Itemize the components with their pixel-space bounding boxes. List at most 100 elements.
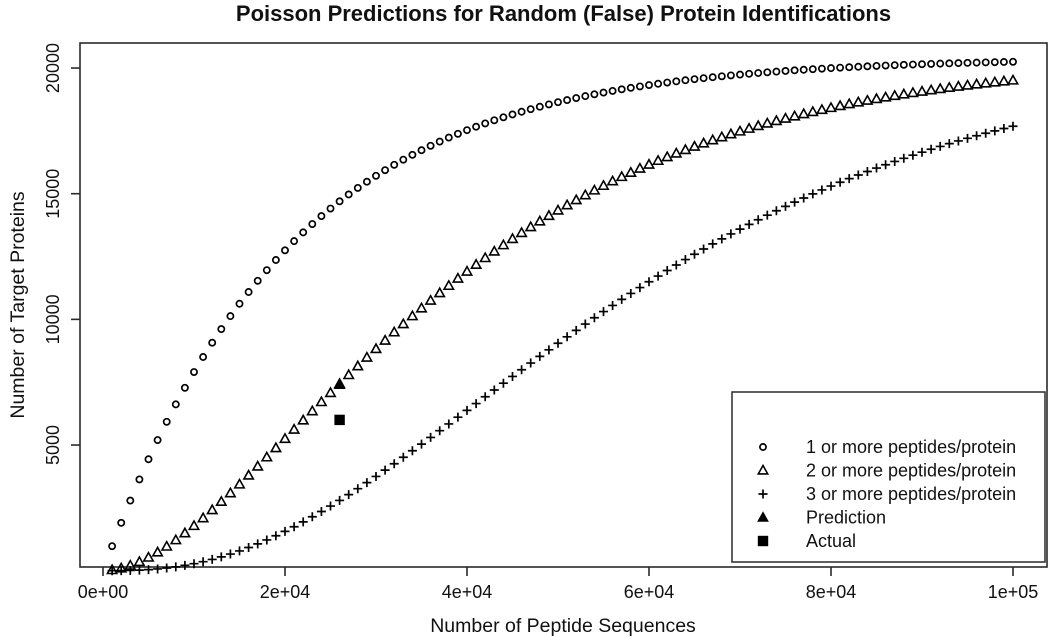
chart-title: Poisson Predictions for Random (False) P… [235, 1, 892, 26]
legend-item-label: Prediction [806, 508, 886, 528]
series-point [554, 98, 562, 107]
series-point [180, 560, 190, 570]
series-point [908, 60, 917, 69]
series-point [662, 265, 672, 275]
series-point [972, 58, 981, 67]
series-point [406, 309, 419, 321]
series-point [581, 92, 590, 101]
series-point [271, 531, 281, 541]
series-point [233, 477, 246, 489]
series-point [380, 465, 390, 475]
series-point [572, 94, 581, 103]
x-tick-label: 4e+04 [442, 582, 493, 602]
series-point [125, 565, 135, 575]
series-point [590, 90, 599, 99]
series-point [579, 188, 592, 200]
series-point [881, 61, 890, 70]
series-point [927, 59, 936, 68]
series-point [472, 122, 481, 131]
series-point [771, 206, 781, 216]
series-point [934, 82, 947, 94]
series-point [872, 61, 881, 70]
series-point [453, 129, 462, 138]
series-point [535, 102, 544, 111]
series-point [999, 58, 1008, 66]
series-point [836, 63, 845, 72]
series-point [435, 137, 444, 146]
y-tick-label: 20000 [43, 43, 63, 93]
series-point [571, 325, 581, 335]
series-point [308, 220, 317, 228]
series-point [144, 455, 153, 464]
series-point [160, 539, 173, 551]
series-point [944, 139, 954, 149]
series-point [372, 171, 380, 180]
series-point [281, 246, 289, 255]
series-point [615, 170, 628, 182]
series-point [307, 512, 317, 522]
series-point [589, 313, 599, 323]
series-point [462, 405, 472, 415]
series-point [653, 271, 663, 281]
series-point [654, 79, 663, 88]
series-point [845, 63, 854, 72]
series-point [817, 185, 827, 195]
series-point [963, 58, 972, 67]
series-point [169, 533, 182, 545]
series-point [863, 62, 872, 71]
series-point [897, 87, 910, 99]
x-tick-label: 0e+00 [78, 582, 129, 602]
series-point [451, 272, 464, 283]
series-point [369, 342, 383, 354]
series-point [360, 350, 373, 362]
legend-marker-open-triangle [756, 463, 770, 475]
series-point [342, 368, 355, 380]
series-point [433, 286, 446, 298]
legend-item-label: 1 or more peptides/protein [806, 437, 1016, 457]
series-point [335, 495, 345, 505]
series-point [899, 60, 908, 69]
series-point [870, 92, 883, 104]
series-point [224, 486, 237, 498]
series-point [953, 136, 963, 146]
series-point [453, 412, 463, 422]
highlight-points [333, 378, 346, 426]
series-point [171, 562, 181, 572]
series-point [117, 518, 126, 527]
series-point [972, 131, 982, 141]
series-point [642, 158, 656, 169]
series-point [717, 72, 726, 81]
legend: 1 or more peptides/protein 2 or more pept… [731, 391, 1046, 563]
series-point [426, 432, 436, 442]
x-tick-label: 6e+04 [624, 582, 675, 602]
series-point [326, 204, 335, 213]
series-point [779, 112, 792, 123]
series-point [671, 260, 681, 270]
series-point [917, 147, 927, 157]
series-point [288, 423, 301, 434]
series-point [490, 116, 499, 125]
series-point [806, 105, 819, 117]
series-point [633, 162, 646, 173]
series-point [888, 89, 901, 101]
series-point [808, 65, 817, 74]
series-point [442, 279, 455, 291]
series-point [371, 471, 381, 481]
series-point [834, 99, 847, 111]
series-point [162, 563, 172, 573]
series-point [708, 239, 718, 249]
series-point [635, 82, 644, 91]
series-point [935, 141, 945, 151]
series-point [644, 277, 654, 287]
series-point [390, 160, 399, 169]
series-point [563, 96, 572, 105]
series-point [852, 95, 865, 107]
series-point [460, 265, 474, 276]
legend-marker-plus [758, 489, 768, 499]
legend-item-label: 2 or more peptides/protein [806, 461, 1016, 481]
series-point [324, 386, 337, 398]
series-point [407, 446, 417, 456]
series-point [925, 83, 938, 95]
series-point [315, 395, 328, 407]
